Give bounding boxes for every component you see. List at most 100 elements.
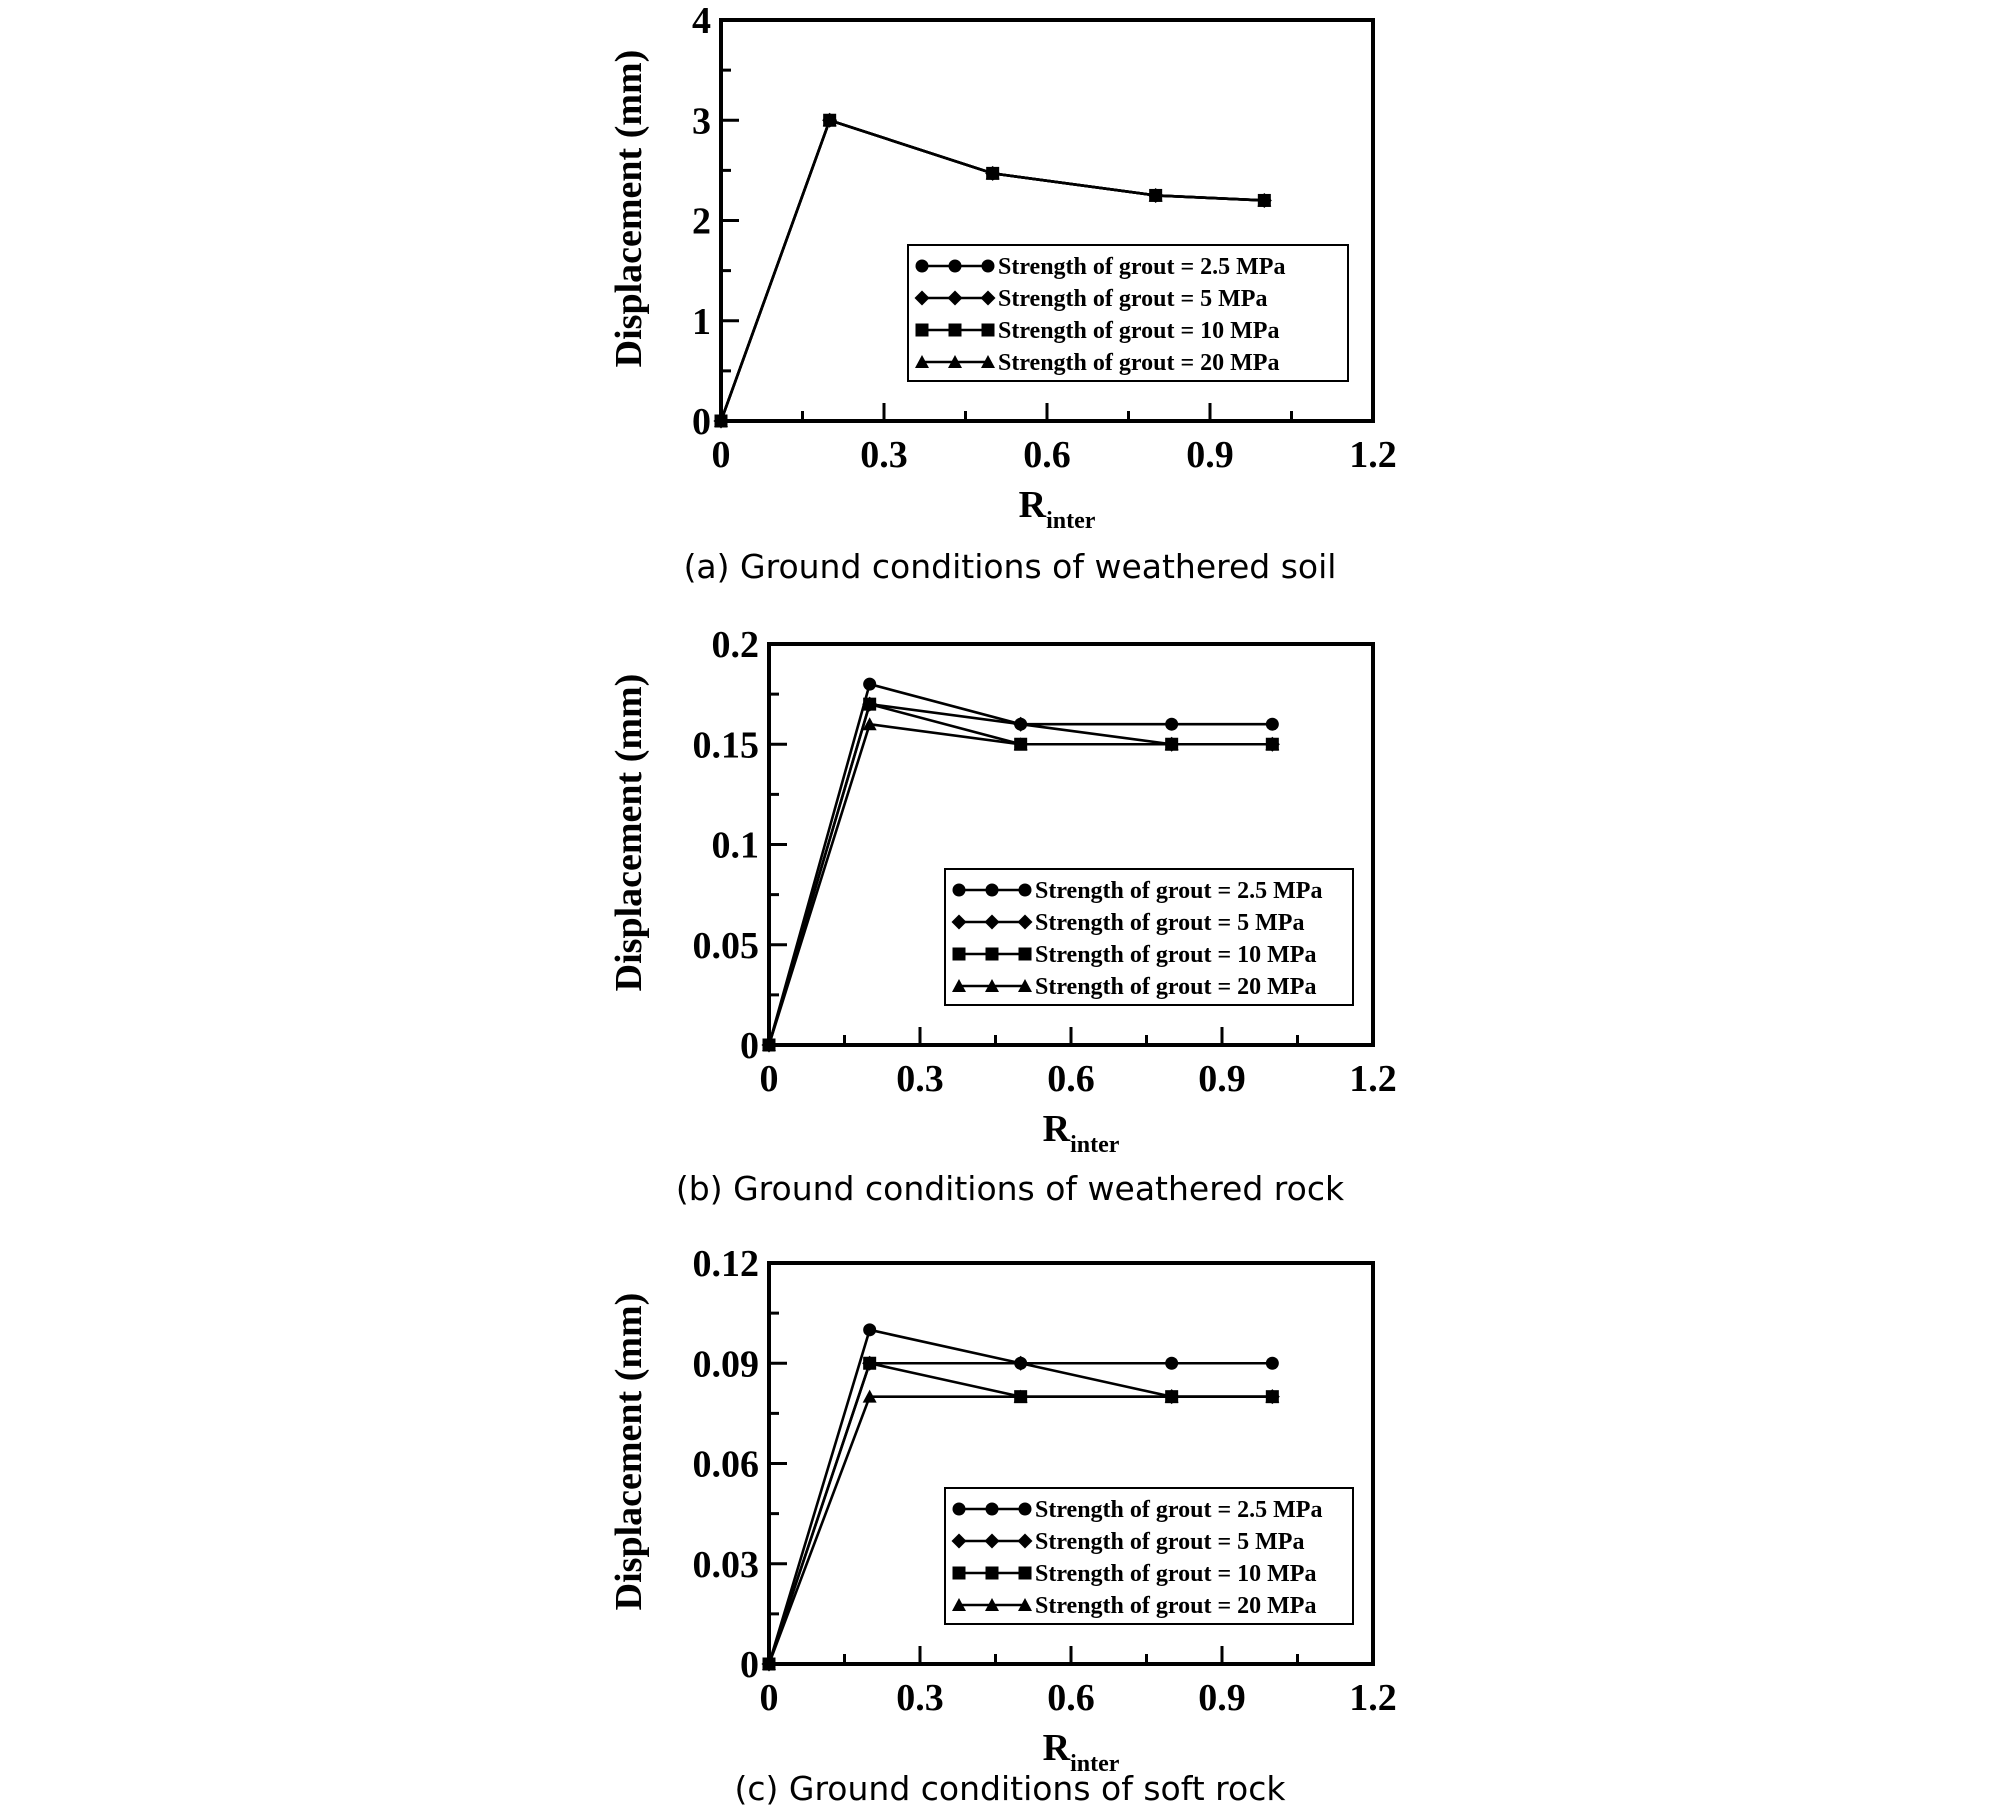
chart-panel-a: 0 0.3 0.6 0.9 1.2 0 1 2 3 4 Rinter Displacement (mm… bbox=[608, 0, 1397, 586]
legend-marker-square bbox=[1018, 1566, 1032, 1580]
y-tick-label: 2 bbox=[692, 201, 711, 243]
y-tick-label: 4 bbox=[692, 0, 711, 42]
data-point-triangle bbox=[762, 1038, 776, 1051]
data-point-triangle bbox=[762, 1657, 776, 1670]
legend-marker-circle bbox=[915, 259, 929, 273]
legend-label: Strength of grout = 2.5 MPa bbox=[1035, 878, 1322, 904]
data-point-triangle bbox=[1148, 188, 1163, 202]
x-tick-label: 0 bbox=[760, 1677, 779, 1719]
legend: Strength of grout = 2.5 MPa Strength of g… bbox=[944, 868, 1354, 1006]
data-point-triangle bbox=[862, 717, 877, 731]
data-point-circle bbox=[1165, 717, 1179, 731]
y-tick-label: 0.15 bbox=[693, 724, 760, 766]
legend-label: Strength of grout = 10 MPa bbox=[1035, 942, 1316, 968]
legend-box bbox=[944, 1487, 1354, 1625]
data-point-circle bbox=[1165, 1356, 1179, 1370]
data-point-triangle bbox=[1164, 737, 1179, 751]
x-axis-title-main: R bbox=[1043, 1727, 1071, 1769]
y-tick-label: 0.12 bbox=[693, 1243, 760, 1285]
y-axis-title: Displacement (mm) bbox=[608, 674, 650, 992]
legend-marker-square bbox=[981, 323, 995, 337]
y-tick-label: 3 bbox=[692, 100, 711, 142]
x-axis-title: Rinter bbox=[1043, 1727, 1120, 1777]
legend-marker-diamond bbox=[947, 290, 963, 306]
legend-marker-circle bbox=[948, 259, 962, 273]
data-point-circle bbox=[863, 1323, 877, 1337]
data-point-triangle bbox=[1013, 737, 1028, 751]
figure-caption: (a) Ground conditions of weathered soil bbox=[684, 547, 1337, 586]
x-tick-label: 0.6 bbox=[1023, 434, 1071, 476]
x-axis-title-main: R bbox=[1043, 1108, 1071, 1150]
legend-marker-diamond bbox=[951, 914, 967, 930]
y-tick-label: 0.1 bbox=[712, 825, 760, 867]
x-tick-label: 0.6 bbox=[1047, 1058, 1095, 1100]
data-point-triangle bbox=[1164, 1389, 1179, 1403]
legend-marker-circle bbox=[952, 1502, 966, 1516]
legend-marker-triangle bbox=[952, 1598, 966, 1611]
legend-marker-circle bbox=[1018, 883, 1032, 897]
x-tick-label: 0.3 bbox=[896, 1677, 944, 1719]
legend-marker-circle bbox=[1018, 1502, 1032, 1516]
x-axis-title-sub: inter bbox=[1070, 1132, 1120, 1158]
legend-box bbox=[944, 868, 1354, 1006]
x-axis-title: Rinter bbox=[1019, 484, 1096, 534]
legend-marker-triangle bbox=[981, 355, 995, 368]
legend-marker-circle bbox=[985, 1502, 999, 1516]
legend: Strength of grout = 2.5 MPa Strength of g… bbox=[907, 244, 1349, 382]
x-axis-title-sub: inter bbox=[1070, 1751, 1120, 1777]
legend-marker-triangle bbox=[952, 979, 966, 992]
figure-caption: (b) Ground conditions of weathered rock bbox=[676, 1169, 1345, 1208]
y-tick-label: 1 bbox=[692, 301, 711, 343]
x-tick-label: 0.9 bbox=[1198, 1058, 1246, 1100]
legend-label: Strength of grout = 2.5 MPa bbox=[1035, 1497, 1322, 1523]
data-point-triangle bbox=[1265, 737, 1280, 751]
x-tick-label: 1.2 bbox=[1349, 434, 1397, 476]
y-tick-label: 0.09 bbox=[693, 1343, 760, 1385]
y-tick-label: 0.2 bbox=[712, 624, 760, 666]
legend-marker-circle bbox=[952, 883, 966, 897]
data-point-square bbox=[863, 697, 877, 711]
legend-label: Strength of grout = 2.5 MPa bbox=[998, 254, 1285, 280]
data-point-circle bbox=[1265, 1356, 1279, 1370]
legend-marker-square bbox=[952, 947, 966, 961]
legend-marker-square bbox=[1018, 947, 1032, 961]
y-tick-label: 0.06 bbox=[693, 1444, 760, 1486]
x-tick-label: 1.2 bbox=[1349, 1677, 1397, 1719]
legend-marker-triangle bbox=[985, 979, 999, 992]
x-axis-title-sub: inter bbox=[1046, 508, 1096, 534]
data-point-triangle bbox=[1257, 193, 1272, 207]
legend-marker-diamond bbox=[1017, 914, 1033, 930]
legend-label: Strength of grout = 20 MPa bbox=[998, 350, 1279, 376]
legend-marker-circle bbox=[981, 259, 995, 273]
data-point-diamond bbox=[1013, 716, 1029, 732]
y-tick-label: 0 bbox=[740, 1644, 759, 1686]
figure-caption: (c) Ground conditions of soft rock bbox=[735, 1769, 1287, 1808]
data-point-triangle bbox=[1265, 1389, 1280, 1403]
legend-marker-square bbox=[948, 323, 962, 337]
x-tick-label: 0 bbox=[760, 1058, 779, 1100]
data-point-diamond bbox=[1013, 1355, 1029, 1371]
chart-panel-c: 0 0.3 0.6 0.9 1.2 0 0.03 0.06 0.09 0.12 Rinter Disp… bbox=[608, 1243, 1397, 1808]
y-tick-label: 0.05 bbox=[693, 925, 760, 967]
data-point-square bbox=[863, 1356, 877, 1370]
y-axis-title: Displacement (mm) bbox=[608, 1293, 650, 1611]
y-tick-label: 0 bbox=[740, 1025, 759, 1067]
x-tick-label: 1.2 bbox=[1349, 1058, 1397, 1100]
legend-marker-triangle bbox=[985, 1598, 999, 1611]
legend-marker-diamond bbox=[951, 1533, 967, 1549]
data-point-triangle bbox=[714, 414, 728, 427]
x-tick-label: 0.3 bbox=[860, 434, 908, 476]
x-tick-label: 0 bbox=[712, 434, 731, 476]
x-axis-title: Rinter bbox=[1043, 1108, 1120, 1158]
legend-marker-triangle bbox=[915, 355, 929, 368]
data-point-circle bbox=[863, 677, 877, 691]
x-tick-label: 0.6 bbox=[1047, 1677, 1095, 1719]
legend-label: Strength of grout = 5 MPa bbox=[1035, 1529, 1304, 1555]
data-point-triangle bbox=[822, 113, 837, 127]
legend-label: Strength of grout = 5 MPa bbox=[998, 286, 1267, 312]
x-tick-label: 0.9 bbox=[1186, 434, 1234, 476]
y-tick-label: 0.03 bbox=[693, 1544, 760, 1586]
legend-marker-diamond bbox=[980, 290, 996, 306]
legend-marker-circle bbox=[985, 883, 999, 897]
